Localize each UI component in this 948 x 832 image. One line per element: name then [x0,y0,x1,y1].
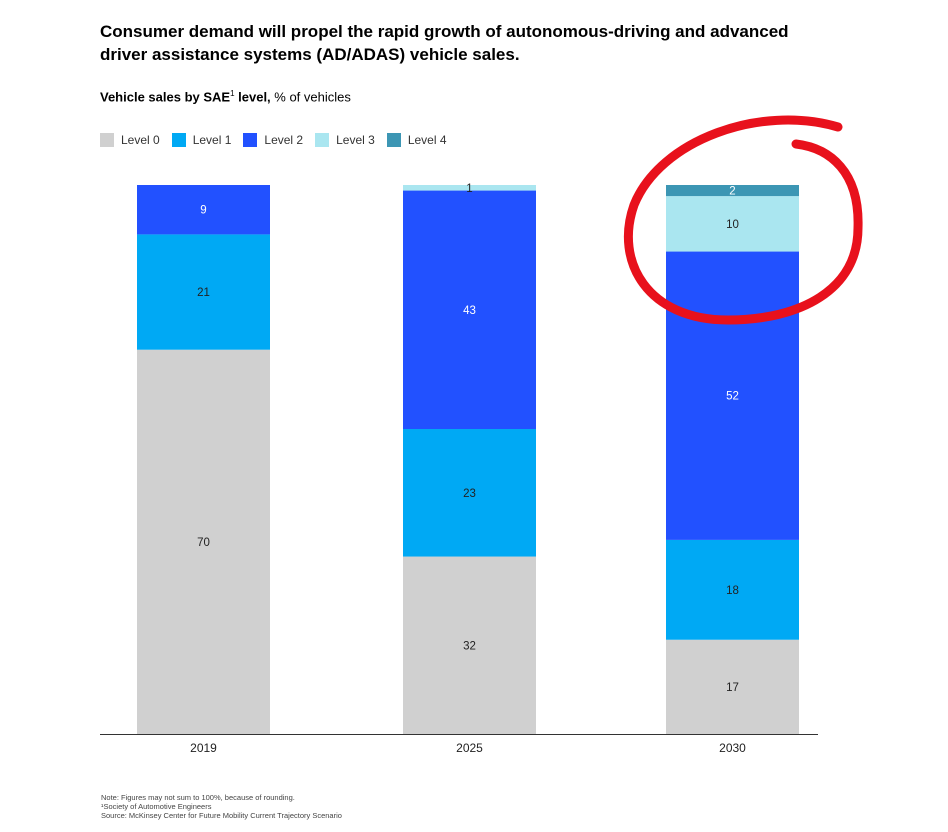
x-tick-label-2025: 2025 [456,741,483,755]
bar-segment-2025-level-3 [403,185,536,191]
data-label-2030-level-0: 17 [726,682,739,694]
data-label-2025-level-3: 1 [466,183,472,195]
data-label-2025-level-2: 43 [463,305,476,317]
chart-notes: Note: Figures may not sum to 100%, becau… [101,793,342,820]
subtitle-rest: % of vehicles [270,89,351,105]
legend-swatch [171,133,186,147]
bar-segment-2019-level-2 [137,185,270,235]
bar-segment-2025-level-2 [403,190,536,429]
subtitle-bold: Vehicle sales by SAE [100,89,231,105]
bar-segment-2025-level-0 [403,556,536,734]
subtitle-bold-suffix: level, [234,89,271,105]
legend-swatch [386,133,401,147]
legend-item-level-0: Level 0 [100,133,160,147]
chart-title: Consumer demand will propel the rapid gr… [100,22,789,64]
bar-segment-2030-level-3 [666,196,799,252]
note-source: Source: McKinsey Center for Future Mobil… [101,811,342,820]
data-label-2030-level-4: 2 [729,186,735,198]
legend-label: Level 0 [121,133,160,147]
legend-item-level-2: Level 2 [243,133,303,147]
data-label-2030-level-2: 52 [726,391,739,403]
bar-segment-2019-level-1 [137,234,270,350]
bar-segment-2030-level-0 [666,639,799,734]
legend-label: Level 3 [336,133,375,147]
note-rounding: Note: Figures may not sum to 100%, becau… [101,793,295,802]
legend-item-level-1: Level 1 [171,133,232,147]
x-tick-label-2019: 2019 [190,741,217,755]
annotation-circle [623,115,863,325]
data-label-2019-level-0: 70 [197,537,210,549]
legend-swatch [100,133,114,147]
legend-swatch [243,133,258,147]
chart-legend: Level 0 Level 1 Level 2 Level 3 Level 4 [100,133,459,147]
chart-subtitle: Vehicle sales by SAE1 level, % of vehicl… [100,89,351,104]
bar-segment-2025-level-1 [403,429,536,557]
legend-label: Level 2 [264,133,304,147]
bar-segment-2030-level-1 [666,539,799,640]
note-footnote: ¹Society of Automotive Engineers [101,802,212,811]
data-label-2030-level-3: 10 [726,219,739,231]
legend-swatch [315,133,330,147]
data-label-2019-level-2: 9 [200,205,206,217]
data-label-2019-level-1: 21 [197,287,210,299]
bar-segment-2030-level-2 [666,251,799,540]
bar-segment-2030-level-4 [666,185,799,197]
data-label-2025-level-0: 32 [463,640,476,652]
data-label-2025-level-1: 23 [463,488,476,500]
legend-item-level-4: Level 4 [386,133,447,147]
subtitle-footnote-marker: 1 [230,89,235,98]
bar-segment-2019-level-0 [137,349,270,734]
legend-label: Level 4 [407,133,447,147]
legend-item-level-3: Level 3 [315,133,375,147]
x-tick-label-2030: 2030 [719,741,746,755]
stacked-bar-chart: 70 21 9 2019 32 23 43 1 2025 17 18 52 10 2 2030 [100,115,863,755]
legend-label: Level 1 [192,133,232,147]
data-label-2030-level-1: 18 [726,585,739,597]
